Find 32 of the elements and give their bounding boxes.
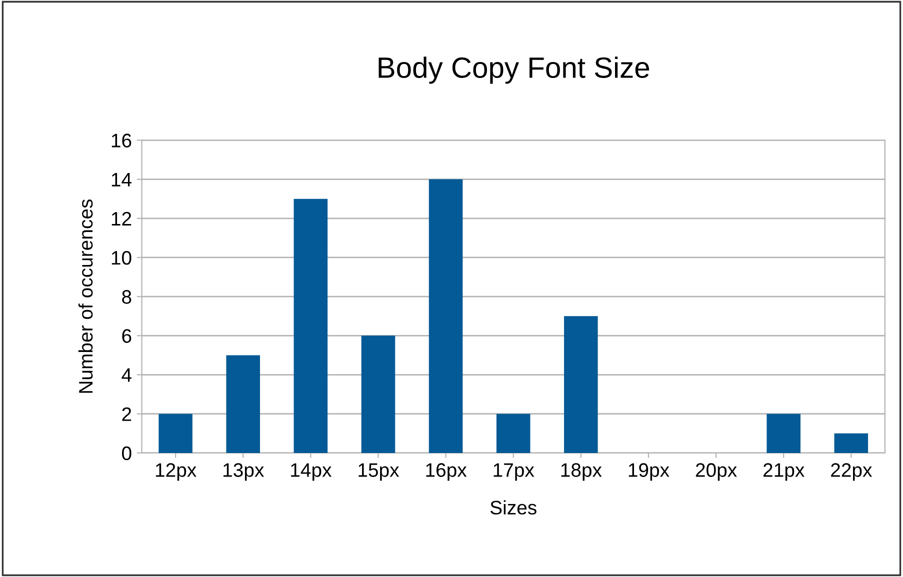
x-tick-label: 12px: [156, 463, 196, 481]
bar: [158, 414, 192, 453]
y-tick-label: 16: [112, 134, 132, 148]
x-tick-label: 13px: [224, 463, 264, 481]
x-tick-label: 19px: [628, 463, 670, 481]
x-tick-label: 22px: [831, 463, 872, 481]
bar: [496, 414, 530, 453]
bar: [361, 336, 396, 453]
y-tick-label: 0: [122, 446, 132, 460]
y-tick-label: 12: [112, 212, 132, 226]
x-tick-label: 14px: [291, 463, 332, 481]
x-tick-label: 17px: [494, 463, 534, 481]
x-tick-label: 18px: [561, 463, 602, 481]
y-tick-label: 4: [122, 368, 132, 382]
bar: [294, 198, 328, 453]
y-tick-label: 14: [112, 172, 132, 186]
chart-title: Body Copy Font Size: [378, 56, 650, 84]
bar: [834, 433, 868, 453]
bar: [428, 179, 463, 453]
x-tick-label: 16px: [426, 463, 467, 481]
x-axis-title: Sizes: [490, 500, 536, 515]
bar: [564, 316, 598, 453]
x-tick-label: 20px: [696, 463, 737, 481]
y-tick-label: 10: [112, 250, 132, 265]
y-axis-title: Number of occurences: [78, 199, 93, 393]
bar: [766, 414, 800, 453]
y-tick-label: 2: [122, 407, 132, 421]
y-tick-label: 6: [122, 329, 132, 343]
x-tick-label: 15px: [358, 463, 400, 481]
x-tick-label: 21px: [763, 463, 804, 481]
y-tick-label: 8: [122, 290, 132, 304]
bar: [226, 355, 260, 453]
